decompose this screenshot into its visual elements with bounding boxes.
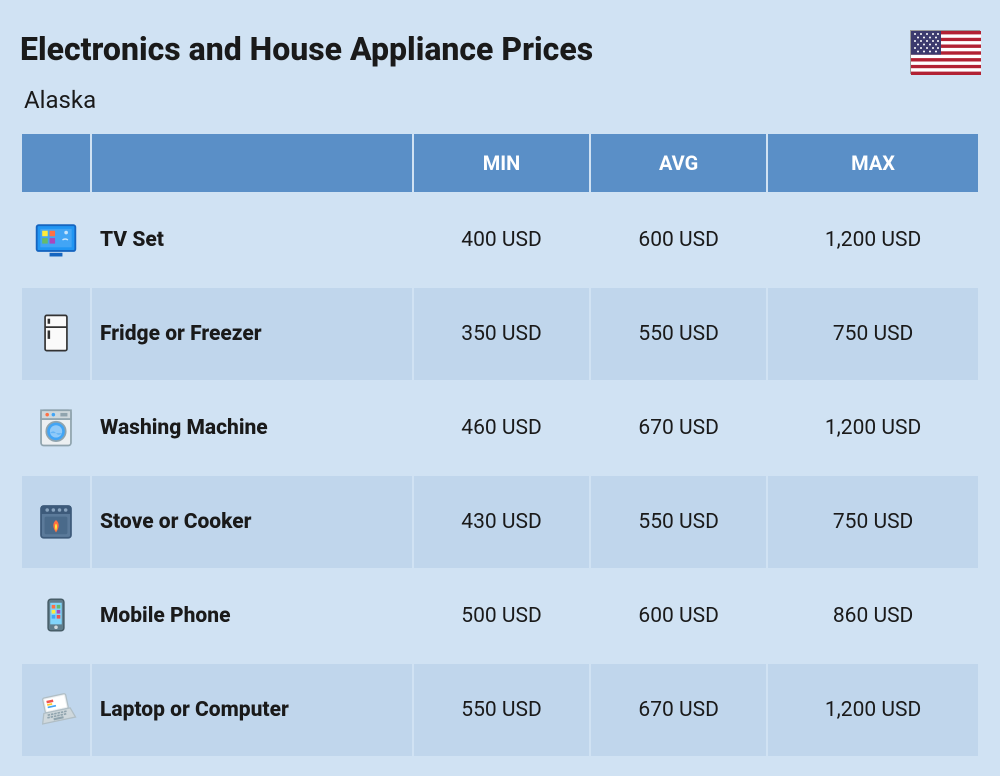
table-row: Washing Machine460 USD670 USD1,200 USD — [22, 382, 978, 474]
tv-icon — [22, 194, 90, 286]
avg-value: 550 USD — [591, 288, 766, 380]
max-value: 1,200 USD — [768, 664, 978, 756]
fridge-icon — [22, 288, 90, 380]
table-row: TV Set400 USD600 USD1,200 USD — [22, 194, 978, 286]
min-value: 350 USD — [414, 288, 589, 380]
avg-value: 600 USD — [591, 194, 766, 286]
min-value: 460 USD — [414, 382, 589, 474]
row-label: Mobile Phone — [92, 570, 412, 662]
row-label: Fridge or Freezer — [92, 288, 412, 380]
table-row: Mobile Phone500 USD600 USD860 USD — [22, 570, 978, 662]
laptop-icon — [22, 664, 90, 756]
page-title: Electronics and House Appliance Prices — [20, 30, 593, 68]
row-label: Washing Machine — [92, 382, 412, 474]
phone-icon — [22, 570, 90, 662]
avg-value: 550 USD — [591, 476, 766, 568]
usa-flag-icon — [910, 30, 980, 74]
max-value: 750 USD — [768, 476, 978, 568]
header-avg: AVG — [591, 134, 766, 192]
max-value: 860 USD — [768, 570, 978, 662]
table-row: Fridge or Freezer350 USD550 USD750 USD — [22, 288, 978, 380]
max-value: 1,200 USD — [768, 382, 978, 474]
price-table: MIN AVG MAX TV Set400 USD600 USD1,200 US… — [20, 132, 980, 758]
max-value: 1,200 USD — [768, 194, 978, 286]
min-value: 500 USD — [414, 570, 589, 662]
avg-value: 600 USD — [591, 570, 766, 662]
header-max: MAX — [768, 134, 978, 192]
header-min: MIN — [414, 134, 589, 192]
row-label: TV Set — [92, 194, 412, 286]
row-label: Laptop or Computer — [92, 664, 412, 756]
header-label-col — [92, 134, 412, 192]
max-value: 750 USD — [768, 288, 978, 380]
table-row: Laptop or Computer550 USD670 USD1,200 US… — [22, 664, 978, 756]
table-row: Stove or Cooker430 USD550 USD750 USD — [22, 476, 978, 568]
washer-icon — [22, 382, 90, 474]
stove-icon — [22, 476, 90, 568]
min-value: 550 USD — [414, 664, 589, 756]
row-label: Stove or Cooker — [92, 476, 412, 568]
avg-value: 670 USD — [591, 664, 766, 756]
header-icon-col — [22, 134, 90, 192]
avg-value: 670 USD — [591, 382, 766, 474]
location-subtitle: Alaska — [24, 86, 980, 114]
min-value: 430 USD — [414, 476, 589, 568]
table-header-row: MIN AVG MAX — [22, 134, 978, 192]
min-value: 400 USD — [414, 194, 589, 286]
